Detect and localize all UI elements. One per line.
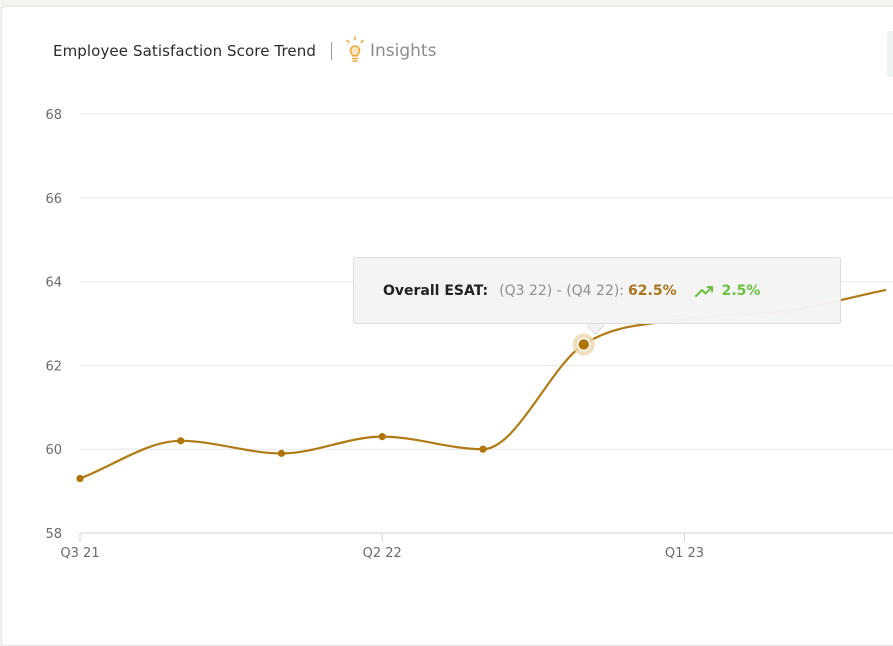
data-tooltip: Overall ESAT: (Q3 22) - (Q4 22): 62.5% 2… bbox=[353, 257, 841, 324]
header-divider bbox=[331, 42, 332, 60]
y-tick-label: 68 bbox=[45, 108, 62, 123]
insights-link[interactable]: Insights bbox=[370, 41, 437, 61]
y-tick-label: 64 bbox=[45, 276, 62, 291]
chart-header: Employee Satisfaction Score Trend Insigh… bbox=[53, 34, 436, 68]
highlighted-point bbox=[576, 337, 591, 352]
chart-title: Employee Satisfaction Score Trend bbox=[53, 42, 316, 60]
data-point bbox=[479, 445, 487, 453]
y-tick-label: 58 bbox=[45, 527, 62, 542]
chart-card bbox=[1, 6, 893, 646]
side-panel-tab[interactable] bbox=[887, 31, 893, 77]
y-tick-label: 62 bbox=[45, 359, 62, 374]
x-tick-label: Q2 22 bbox=[363, 546, 402, 561]
tooltip-label: Overall ESAT: bbox=[383, 282, 489, 299]
lightbulb-icon[interactable] bbox=[344, 36, 366, 66]
series-line bbox=[79, 343, 585, 480]
x-tick-label: Q1 23 bbox=[665, 546, 704, 561]
tooltip-value: 62.5% bbox=[628, 282, 677, 299]
data-point bbox=[378, 433, 386, 441]
data-point bbox=[76, 474, 84, 483]
tooltip-range: (Q3 22) - (Q4 22): bbox=[499, 282, 625, 299]
y-tick-label: 66 bbox=[45, 192, 62, 207]
tooltip-change: 2.5% bbox=[721, 282, 761, 299]
data-point bbox=[177, 437, 185, 445]
x-tick-label: Q3 21 bbox=[60, 546, 99, 561]
y-tick-label: 60 bbox=[45, 443, 62, 458]
data-point bbox=[277, 449, 286, 457]
trending-up-icon bbox=[694, 285, 713, 297]
